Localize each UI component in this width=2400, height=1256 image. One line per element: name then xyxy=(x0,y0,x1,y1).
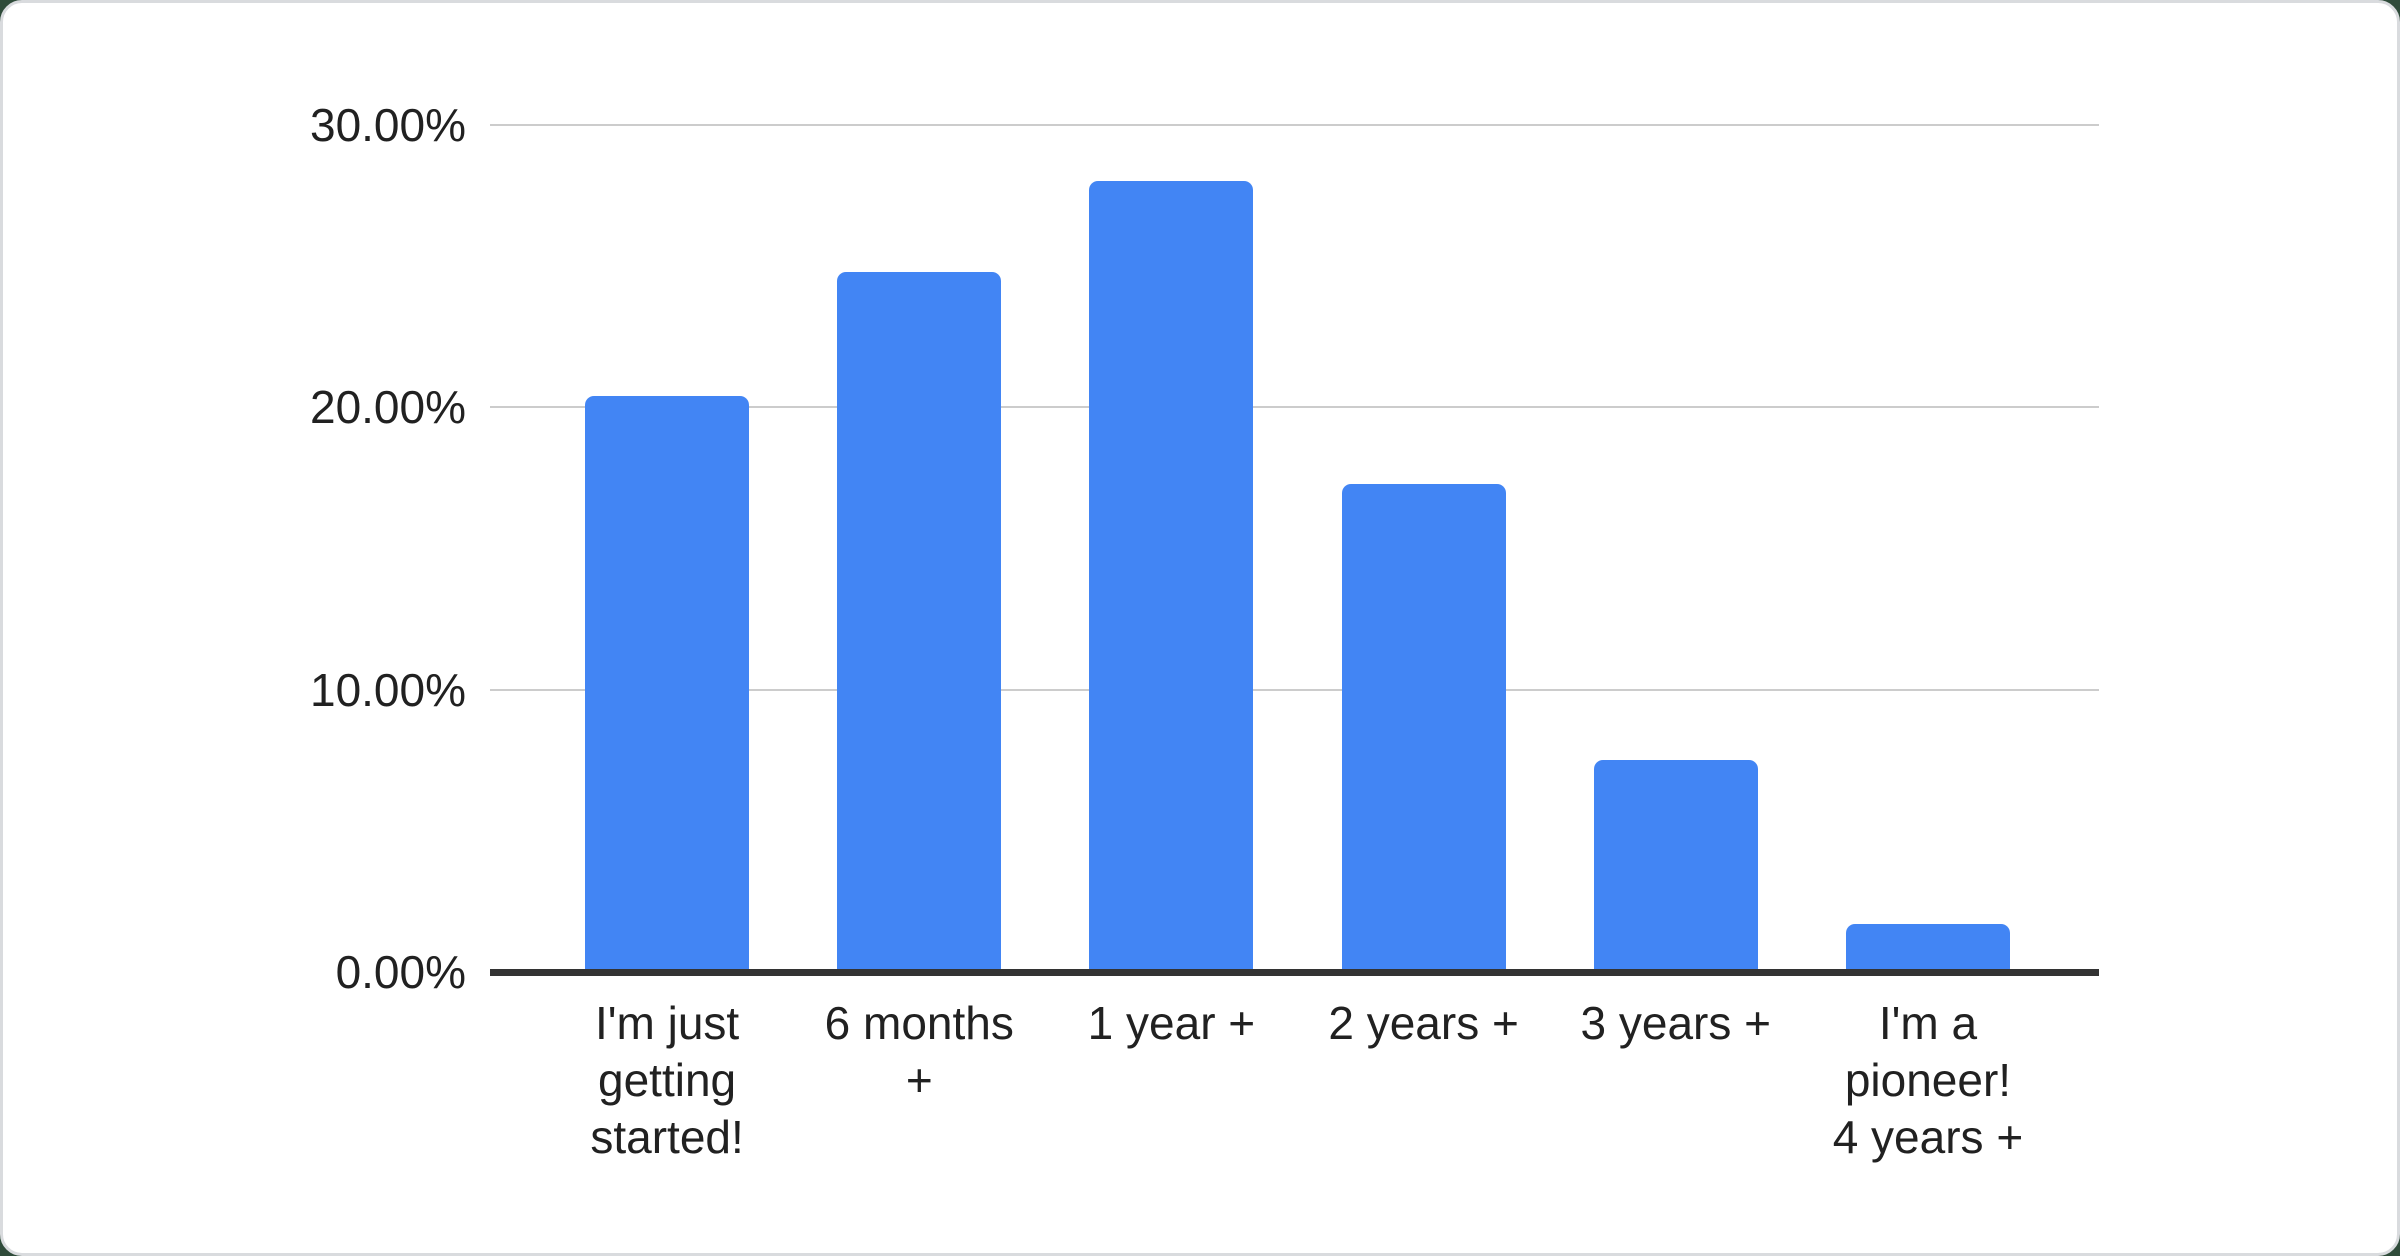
y-axis: 30.00% 20.00% 10.00% 0.00% xyxy=(3,99,466,998)
bar-4 xyxy=(1341,483,1506,972)
gridline-30 xyxy=(490,124,2099,126)
bar-2 xyxy=(837,271,1002,972)
x-axis-label: 1 year + xyxy=(1087,997,1256,1049)
gridline-10 xyxy=(490,688,2099,691)
bar-6 xyxy=(1845,924,2010,972)
y-axis-tick-20: 20.00% xyxy=(309,381,466,434)
plot-area xyxy=(490,124,2099,976)
bar-1 xyxy=(585,396,750,972)
y-axis-tick-0: 0.00% xyxy=(335,946,466,998)
x-axis-label: 6 months + xyxy=(824,997,1014,1106)
bar-slot xyxy=(793,125,1045,972)
bar-slot xyxy=(1802,125,2054,972)
bar-slot xyxy=(1045,125,1297,972)
x-axis-label: 3 years + xyxy=(1580,997,1772,1049)
bar-slot xyxy=(541,125,793,972)
gridline-20 xyxy=(490,406,2099,409)
y-axis-tick-30: 30.00% xyxy=(309,99,466,151)
bar-3 xyxy=(1089,181,1254,972)
bar-slot xyxy=(1298,125,1550,972)
x-axis-labels: I'm just getting started! 6 months + 1 yea… xyxy=(541,995,2054,1166)
bars-band xyxy=(541,125,2054,972)
bar-slot xyxy=(1550,125,1802,972)
x-axis-label: I'm a pioneer! 4 years + xyxy=(1832,997,2024,1163)
x-axis-label: 2 years + xyxy=(1328,997,1519,1049)
x-axis-label: I'm just getting started! xyxy=(590,997,744,1163)
x-axis-line xyxy=(490,968,2099,976)
bar-5 xyxy=(1593,760,1758,972)
y-axis-tick-10: 10.00% xyxy=(309,663,466,716)
